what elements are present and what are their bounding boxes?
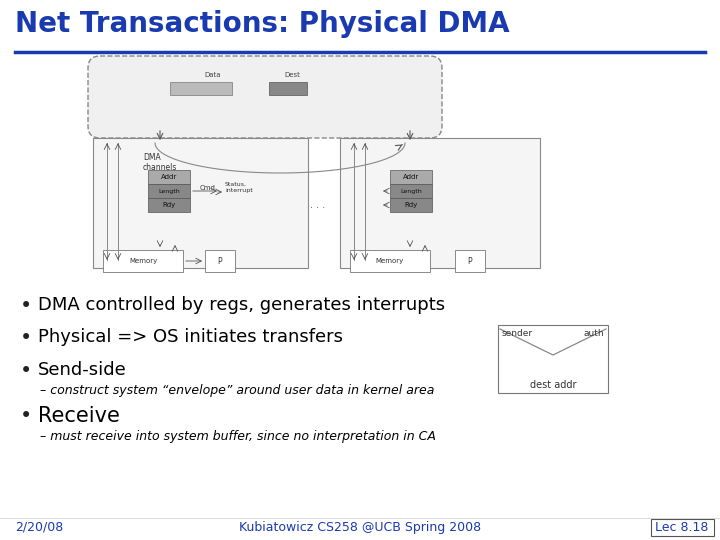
Text: DMA controlled by regs, generates interrupts: DMA controlled by regs, generates interr… xyxy=(38,296,445,314)
Text: Data: Data xyxy=(204,72,221,78)
Text: Dest: Dest xyxy=(284,72,300,78)
Text: Cmd: Cmd xyxy=(200,185,216,191)
Text: auth: auth xyxy=(583,329,604,338)
FancyBboxPatch shape xyxy=(170,82,232,95)
Text: Addr: Addr xyxy=(161,174,177,180)
FancyBboxPatch shape xyxy=(390,170,432,184)
FancyBboxPatch shape xyxy=(103,250,183,272)
Text: Net Transactions: Physical DMA: Net Transactions: Physical DMA xyxy=(15,10,510,38)
Text: Rdy: Rdy xyxy=(405,202,418,208)
Text: Status,
interrupt: Status, interrupt xyxy=(225,182,253,193)
Text: Receive: Receive xyxy=(38,406,120,426)
Text: Send-side: Send-side xyxy=(38,361,127,379)
Text: Addr: Addr xyxy=(403,174,419,180)
FancyBboxPatch shape xyxy=(148,170,190,184)
Text: Length: Length xyxy=(400,188,422,193)
Text: •: • xyxy=(20,406,32,426)
Text: P: P xyxy=(468,256,472,266)
Text: Lec 8.18: Lec 8.18 xyxy=(655,521,708,534)
FancyBboxPatch shape xyxy=(498,325,608,393)
Text: dest addr: dest addr xyxy=(530,380,576,390)
Text: •: • xyxy=(20,296,32,316)
Text: Kubiatowicz CS258 @UCB Spring 2008: Kubiatowicz CS258 @UCB Spring 2008 xyxy=(239,521,481,534)
Text: Memory: Memory xyxy=(376,258,404,264)
FancyBboxPatch shape xyxy=(340,138,540,268)
Text: . . .: . . . xyxy=(310,200,325,210)
Text: Physical => OS initiates transfers: Physical => OS initiates transfers xyxy=(38,328,343,346)
Text: 2/20/08: 2/20/08 xyxy=(15,521,63,534)
FancyBboxPatch shape xyxy=(390,184,432,198)
FancyBboxPatch shape xyxy=(205,250,235,272)
FancyBboxPatch shape xyxy=(455,250,485,272)
Text: •: • xyxy=(20,361,32,381)
Text: sender: sender xyxy=(502,329,533,338)
Text: P: P xyxy=(217,256,222,266)
FancyBboxPatch shape xyxy=(350,250,430,272)
Text: Rdy: Rdy xyxy=(163,202,176,208)
FancyBboxPatch shape xyxy=(651,519,714,536)
Text: DMA
channels: DMA channels xyxy=(143,153,177,172)
FancyBboxPatch shape xyxy=(148,184,190,198)
FancyBboxPatch shape xyxy=(269,82,307,95)
Text: – construct system “envelope” around user data in kernel area: – construct system “envelope” around use… xyxy=(40,384,434,397)
FancyBboxPatch shape xyxy=(390,198,432,212)
Text: – must receive into system buffer, since no interpretation in CA: – must receive into system buffer, since… xyxy=(40,430,436,443)
FancyBboxPatch shape xyxy=(148,198,190,212)
FancyBboxPatch shape xyxy=(93,138,308,268)
Text: •: • xyxy=(20,328,32,348)
Text: Length: Length xyxy=(158,188,180,193)
FancyBboxPatch shape xyxy=(88,56,442,138)
Text: Memory: Memory xyxy=(129,258,157,264)
